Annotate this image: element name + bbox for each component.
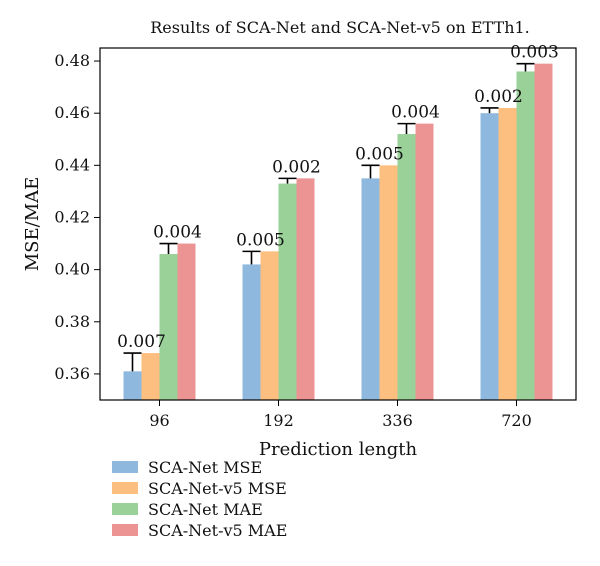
- legend: SCA-Net MSE SCA-Net-v5 MSE SCA-Net MAE SCA-…: [112, 458, 287, 540]
- bar-sca-net-mae-336: [397, 134, 416, 401]
- bar-sca-net-mse-720: [480, 113, 499, 401]
- y-tick-label: 0.46: [54, 103, 90, 122]
- x-axis: 96 192 336 720: [149, 400, 532, 430]
- legend-item: SCA-Net MSE: [112, 458, 262, 477]
- legend-item: SCA-Net-v5 MAE: [112, 521, 287, 540]
- plot-frame: [99, 47, 577, 401]
- data-label: 0.005: [355, 144, 404, 164]
- bar-sca-net-v5-mse-336: [379, 165, 398, 400]
- legend-label: SCA-Net-v5 MAE: [148, 521, 287, 540]
- data-label: 0.004: [153, 223, 202, 243]
- bar-sca-net-v5-mae-192: [296, 178, 315, 400]
- y-tick-label: 0.40: [54, 260, 90, 279]
- annotation-96-0: 0.007: [117, 332, 166, 372]
- legend-item: SCA-Net MAE: [112, 500, 263, 519]
- legend-item: SCA-Net-v5 MSE: [112, 479, 287, 498]
- legend-label: SCA-Net MSE: [148, 458, 262, 477]
- y-tick-label: 0.44: [54, 155, 90, 174]
- annotation-192-3: 0.002: [272, 157, 321, 184]
- annotation-720-6: 0.002: [474, 87, 523, 114]
- legend-swatch: [112, 461, 138, 473]
- bar-sca-net-v5-mse-720: [498, 107, 517, 400]
- bar-sca-net-v5-mse-96: [141, 353, 160, 400]
- data-label: 0.007: [117, 332, 166, 352]
- bars-group: [123, 63, 553, 401]
- bar-sca-net-v5-mae-96: [177, 243, 196, 400]
- y-axis-label: MSE/MAE: [22, 177, 43, 272]
- legend-swatch: [112, 524, 138, 536]
- legend-swatch: [112, 482, 138, 494]
- y-axis: 0.36 0.38 0.40 0.42 0.44 0.46 0.48: [54, 51, 100, 383]
- bar-sca-net-v5-mae-336: [415, 123, 434, 401]
- bar-sca-net-mse-96: [123, 371, 142, 400]
- annotation-96-1: 0.004: [153, 223, 202, 254]
- x-tick-label: 96: [149, 411, 169, 430]
- data-label: 0.002: [474, 87, 523, 107]
- bar-sca-net-mae-192: [278, 183, 297, 400]
- data-label: 0.005: [236, 230, 285, 250]
- bar-sca-net-mae-720: [516, 71, 535, 400]
- y-tick-label: 0.36: [54, 364, 90, 383]
- legend-label: SCA-Net-v5 MSE: [148, 479, 287, 498]
- annotation-336-5: 0.004: [391, 103, 440, 135]
- x-axis-label: Prediction length: [259, 439, 418, 460]
- bar-sca-net-v5-mse-192: [260, 251, 279, 400]
- x-tick-label: 336: [382, 411, 413, 430]
- annotation-192-2: 0.005: [236, 230, 285, 265]
- annotation-336-4: 0.005: [355, 144, 404, 179]
- bar-sca-net-mae-96: [159, 253, 178, 400]
- bar-sca-net-v5-mae-720: [534, 63, 553, 401]
- annotation-group: 0.007 0.004 0.005 0.002 0.005 0.004 0.002 0.003: [117, 43, 559, 372]
- data-label: 0.004: [391, 103, 440, 123]
- legend-label: SCA-Net MAE: [148, 500, 263, 519]
- x-tick-label: 720: [501, 411, 532, 430]
- bar-sca-net-mse-336: [361, 178, 380, 400]
- x-tick-label: 192: [263, 411, 294, 430]
- y-tick-label: 0.42: [54, 207, 90, 226]
- y-tick-label: 0.48: [54, 51, 90, 70]
- legend-swatch: [112, 503, 138, 515]
- data-label: 0.003: [510, 43, 559, 63]
- chart-title: Results of SCA-Net and SCA-Net-v5 on ETT…: [150, 18, 530, 37]
- data-label: 0.002: [272, 157, 321, 177]
- y-tick-label: 0.38: [54, 312, 90, 331]
- bar-sca-net-mse-192: [242, 264, 261, 400]
